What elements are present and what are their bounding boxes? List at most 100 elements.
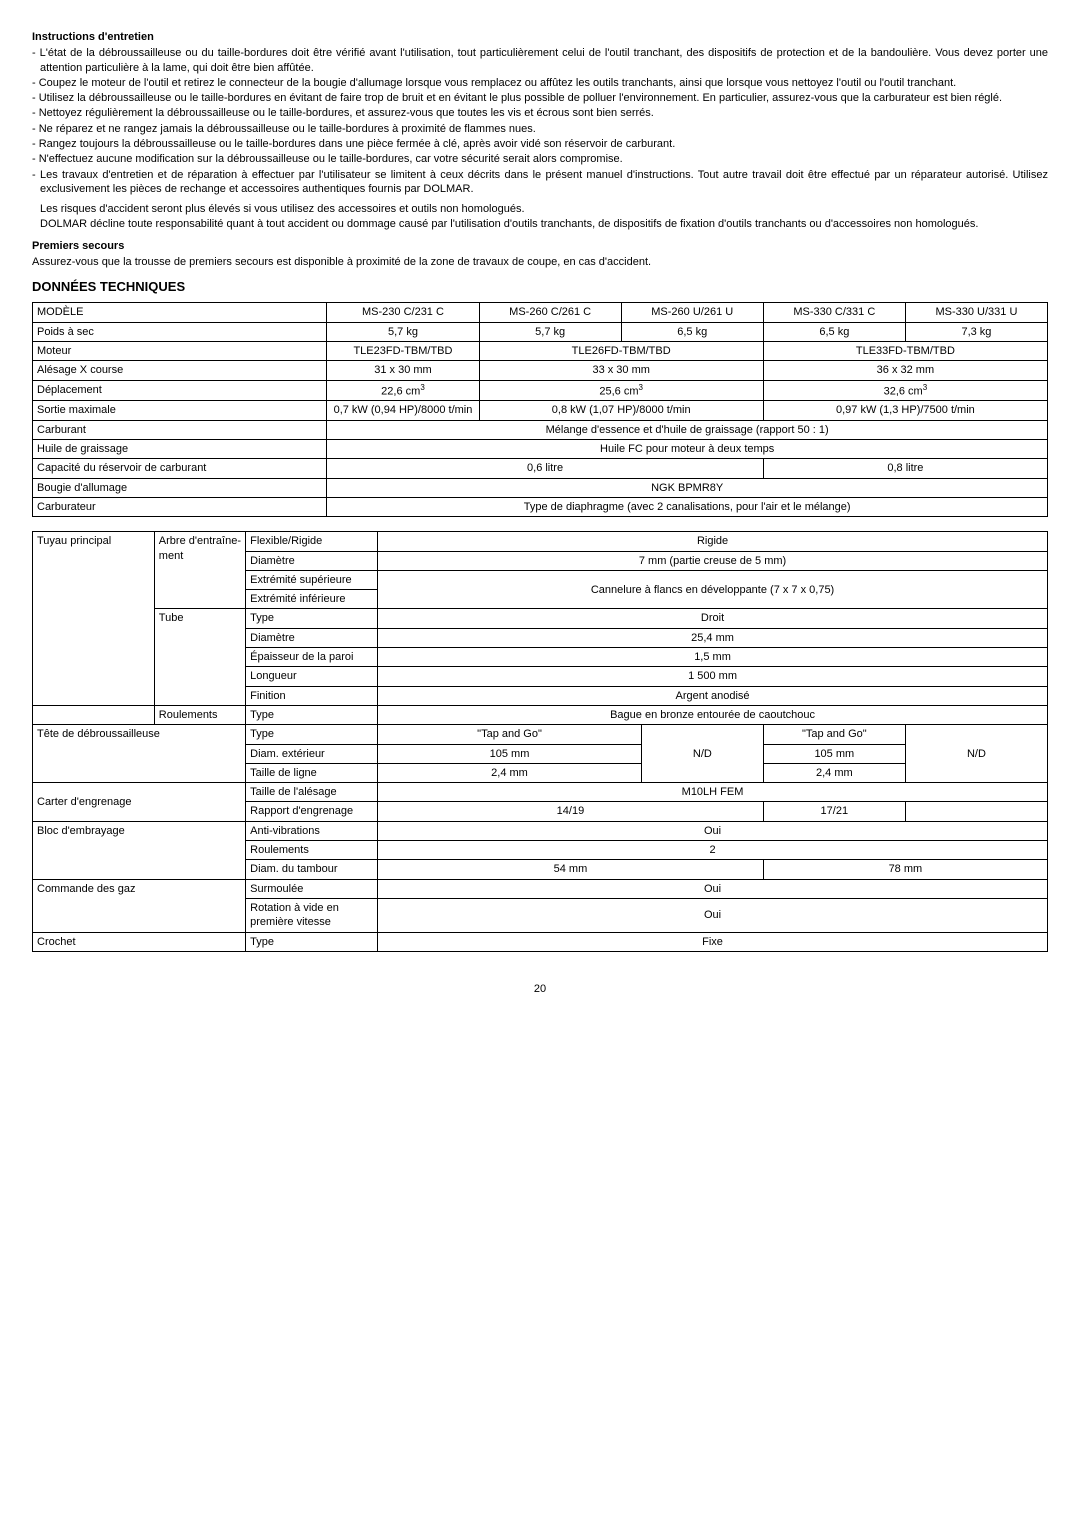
cell: MS-230 C/231 C xyxy=(327,303,479,322)
cell: Diamètre xyxy=(246,628,378,647)
cell: Extrémité inférieure xyxy=(246,590,378,609)
cell: Oui xyxy=(378,898,1048,932)
instructions-heading: Instructions d'entretien xyxy=(32,30,1048,44)
cell: TLE23FD-TBM/TBD xyxy=(327,341,479,360)
bullet: N'effectuez aucune modification sur la d… xyxy=(32,152,1048,166)
cell: 78 mm xyxy=(763,860,1047,879)
cell: Roulements xyxy=(246,841,378,860)
cell: Tuyau principal xyxy=(33,532,155,706)
firstaid-text: Assurez-vous que la trousse de premiers … xyxy=(32,255,1048,269)
instructions-list: L'état de la débroussailleuse ou du tail… xyxy=(32,46,1048,196)
cell: MS-260 C/261 C xyxy=(479,303,621,322)
cell: Type xyxy=(246,725,378,744)
cell: Oui xyxy=(378,879,1048,898)
cell: Tête de débroussailleuse xyxy=(33,725,246,783)
cell: Flexible/Rigide xyxy=(246,532,378,551)
cell: 2,4 mm xyxy=(378,763,642,782)
cell: Type xyxy=(246,705,378,724)
cell: 31 x 30 mm xyxy=(327,361,479,380)
cell: 2 xyxy=(378,841,1048,860)
cell: 7 mm (partie creuse de 5 mm) xyxy=(378,551,1048,570)
cell: Diamètre xyxy=(246,551,378,570)
cell: Bougie d'allumage xyxy=(33,478,327,497)
cell: 6,5 kg xyxy=(621,322,763,341)
cell: Roulements xyxy=(154,705,245,724)
cell: N/D xyxy=(905,725,1047,783)
bullet: Coupez le moteur de l'outil et retirez l… xyxy=(32,76,1048,90)
cell xyxy=(33,705,155,724)
bullet: Rangez toujours la débroussailleuse ou l… xyxy=(32,137,1048,151)
cell: Longueur xyxy=(246,667,378,686)
cell: Rotation à vide en première vitesse xyxy=(246,898,378,932)
cell: Carburant xyxy=(33,420,327,439)
cell: 36 x 32 mm xyxy=(763,361,1047,380)
bullet: Ne réparez et ne rangez jamais la débrou… xyxy=(32,122,1048,136)
firstaid-heading: Premiers secours xyxy=(32,239,1048,253)
cell: 6,5 kg xyxy=(763,322,905,341)
cell: Mélange d'essence et d'huile de graissag… xyxy=(327,420,1048,439)
cell: 14/19 xyxy=(378,802,764,821)
cell: Bloc d'embrayage xyxy=(33,821,246,879)
cell: Type xyxy=(246,609,378,628)
cell: Bague en bronze entourée de caoutchouc xyxy=(378,705,1048,724)
cell: Huile FC pour moteur à deux temps xyxy=(327,440,1048,459)
cell: 33 x 30 mm xyxy=(479,361,763,380)
cell: Diam. du tambour xyxy=(246,860,378,879)
cell: Type xyxy=(246,932,378,951)
cell: Argent anodisé xyxy=(378,686,1048,705)
cell: MODÈLE xyxy=(33,303,327,322)
cell: Carburateur xyxy=(33,497,327,516)
cell: 22,6 cm3 xyxy=(327,380,479,401)
cell: Cannelure à flancs en développante (7 x … xyxy=(378,570,1048,609)
cell: Rigide xyxy=(378,532,1048,551)
cell: 7,3 kg xyxy=(905,322,1047,341)
cell: Finition xyxy=(246,686,378,705)
cell: 1 500 mm xyxy=(378,667,1048,686)
cell xyxy=(905,802,1047,821)
cell: Sortie maximale xyxy=(33,401,327,420)
cell: Oui xyxy=(378,821,1048,840)
cell: Capacité du réservoir de carburant xyxy=(33,459,327,478)
bullet: Utilisez la débroussailleuse ou le taill… xyxy=(32,91,1048,105)
cell: Crochet xyxy=(33,932,246,951)
cell: 105 mm xyxy=(763,744,905,763)
cell: Commande des gaz xyxy=(33,879,246,932)
cell: 5,7 kg xyxy=(479,322,621,341)
cell: MS-260 U/261 U xyxy=(621,303,763,322)
cell: Tube xyxy=(154,609,245,705)
cell: Fixe xyxy=(378,932,1048,951)
cell: 25,6 cm3 xyxy=(479,380,763,401)
cell: Moteur xyxy=(33,341,327,360)
spec-table-1: MODÈLE MS-230 C/231 C MS-260 C/261 C MS-… xyxy=(32,302,1048,517)
cell: TLE33FD-TBM/TBD xyxy=(763,341,1047,360)
cell: Épaisseur de la paroi xyxy=(246,648,378,667)
cell: NGK BPMR8Y xyxy=(327,478,1048,497)
cell: 0,7 kW (0,94 HP)/8000 t/min xyxy=(327,401,479,420)
cell: Anti-vibrations xyxy=(246,821,378,840)
cell: MS-330 C/331 C xyxy=(763,303,905,322)
trailing-text: DOLMAR décline toute responsabilité quan… xyxy=(40,217,1048,231)
cell: 25,4 mm xyxy=(378,628,1048,647)
cell: "Tap and Go" xyxy=(378,725,642,744)
bullet: Les travaux d'entretien et de réparation… xyxy=(32,168,1048,197)
cell: 0,6 litre xyxy=(327,459,763,478)
cell: 32,6 cm3 xyxy=(763,380,1047,401)
cell: Type de diaphragme (avec 2 canalisations… xyxy=(327,497,1048,516)
cell: 0,8 kW (1,07 HP)/8000 t/min xyxy=(479,401,763,420)
cell: 54 mm xyxy=(378,860,764,879)
page-number: 20 xyxy=(32,982,1048,996)
cell: MS-330 U/331 U xyxy=(905,303,1047,322)
bullet: L'état de la débroussailleuse ou du tail… xyxy=(32,46,1048,75)
spec-table-2: Tuyau principal Arbre d'entraîne-ment Fl… xyxy=(32,531,1048,952)
cell: Taille de ligne xyxy=(246,763,378,782)
cell: Alésage X course xyxy=(33,361,327,380)
cell: Droit xyxy=(378,609,1048,628)
cell: Poids à sec xyxy=(33,322,327,341)
cell: Rapport d'engrenage xyxy=(246,802,378,821)
tech-heading: DONNÉES TECHNIQUES xyxy=(32,279,1048,296)
cell: "Tap and Go" xyxy=(763,725,905,744)
cell: 1,5 mm xyxy=(378,648,1048,667)
cell: Diam. extérieur xyxy=(246,744,378,763)
cell: N/D xyxy=(641,725,763,783)
cell: 2,4 mm xyxy=(763,763,905,782)
